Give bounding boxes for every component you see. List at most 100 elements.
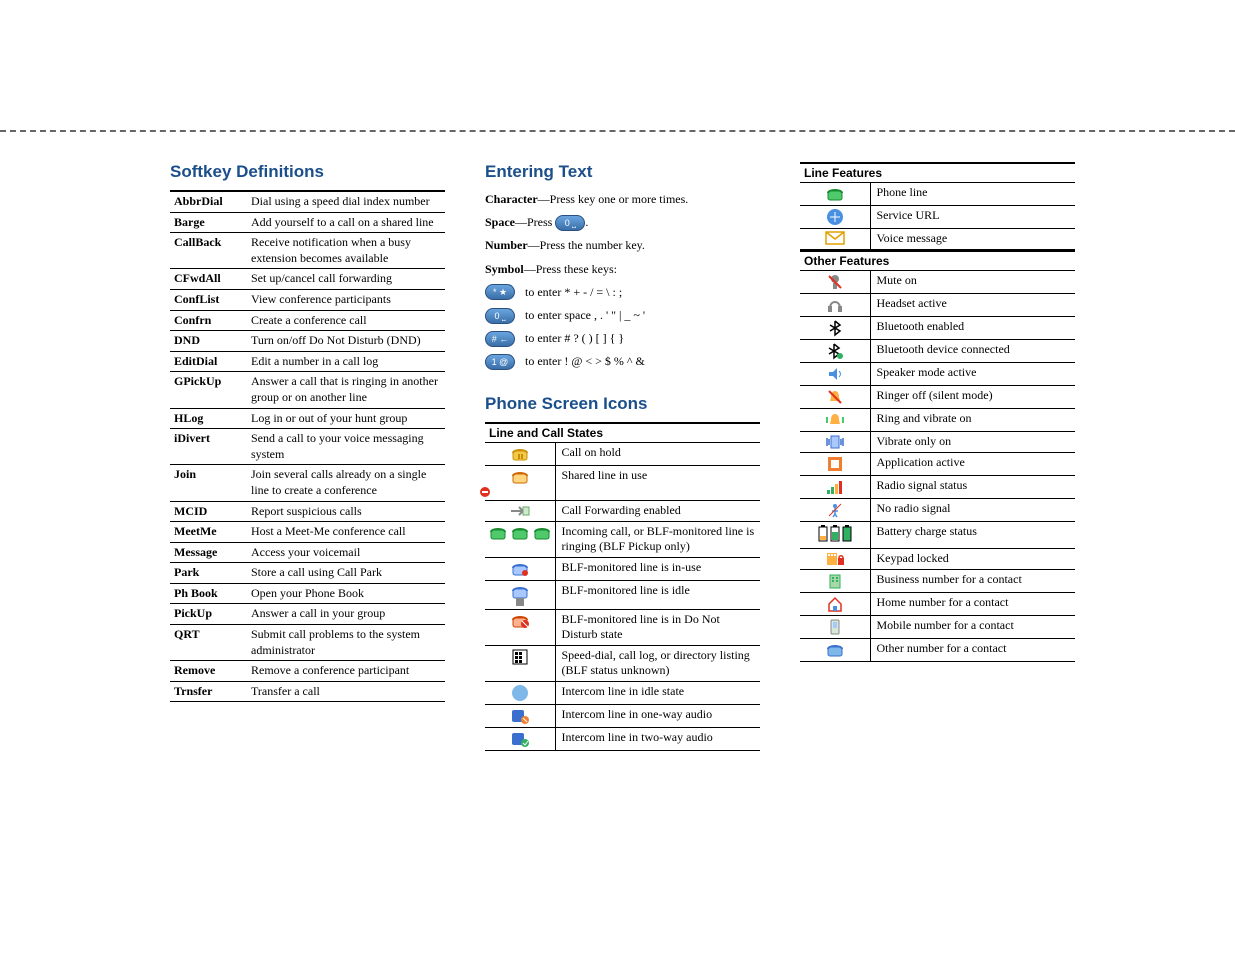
softkey-key: GPickUp: [170, 372, 247, 408]
softkey-key: PickUp: [170, 604, 247, 625]
icon-row: No radio signal: [800, 498, 1075, 521]
heading-entering: Entering Text: [485, 162, 760, 182]
icon-row: Speaker mode active: [800, 362, 1075, 385]
voicemail-icon: [800, 229, 870, 250]
ring-vibrate-icon: [800, 408, 870, 431]
key-button-icon: * ★: [485, 284, 515, 300]
intercom-1way-icon: [485, 705, 555, 728]
app-active-icon: [800, 452, 870, 475]
key-button-icon: 1 @: [485, 354, 515, 370]
directory-icon: [485, 645, 555, 681]
speaker-icon: [800, 362, 870, 385]
icon-desc: Incoming call, or BLF-monitored line is …: [555, 521, 760, 557]
softkey-key: Message: [170, 542, 247, 563]
icon-desc: Shared line in use: [555, 465, 760, 500]
content-columns: Softkey Definitions AbbrDialDial using a…: [0, 162, 1235, 769]
softkey-row: ParkStore a call using Call Park: [170, 563, 445, 584]
icon-row: Application active: [800, 452, 1075, 475]
softkey-desc: Turn on/off Do Not Disturb (DND): [247, 331, 445, 352]
subheading-line-features: Line Features: [800, 162, 1075, 183]
softkey-key: AbbrDial: [170, 191, 247, 212]
incoming3-icon: [485, 521, 555, 557]
icon-row: Headset active: [800, 293, 1075, 316]
icon-row: Other number for a contact: [800, 639, 1075, 662]
no-signal-icon: [800, 498, 870, 521]
softkey-desc: Answer a call that is ringing in another…: [247, 372, 445, 408]
softkey-desc: Open your Phone Book: [247, 583, 445, 604]
icon-desc: Intercom line in idle state: [555, 682, 760, 705]
softkey-key: MeetMe: [170, 522, 247, 543]
symbol-text: to enter * + - / = \ : ;: [525, 283, 622, 302]
number-label: Number: [485, 238, 528, 252]
other-features-table: Mute onHeadset activeBluetooth enabledBl…: [800, 271, 1075, 663]
blf-inuse-icon: [485, 557, 555, 580]
icon-row: Bluetooth device connected: [800, 339, 1075, 362]
intercom-2way-icon: [485, 728, 555, 751]
subheading-other-features: Other Features: [800, 250, 1075, 271]
softkey-desc: Set up/cancel call forwarding: [247, 269, 445, 290]
column-right: Line Features Phone lineService URLVoice…: [800, 162, 1075, 769]
icon-row: Ring and vibrate on: [800, 408, 1075, 431]
softkey-key: Trnsfer: [170, 681, 247, 702]
phone-line-icon: [800, 183, 870, 206]
symbol-row: 1 @to enter ! @ < > $ % ^ &: [485, 352, 760, 371]
softkey-desc: Answer a call in your group: [247, 604, 445, 625]
keypad-lock-icon: [800, 549, 870, 570]
softkey-row: PickUpAnswer a call in your group: [170, 604, 445, 625]
icon-desc: Mute on: [870, 271, 1075, 294]
icon-desc: Intercom line in two-way audio: [555, 728, 760, 751]
softkey-desc: Receive notification when a busy extensi…: [247, 233, 445, 269]
blf-idle-icon: [485, 580, 555, 609]
icon-row: Radio signal status: [800, 475, 1075, 498]
icon-desc: Business number for a contact: [870, 570, 1075, 593]
softkey-key: ConfList: [170, 289, 247, 310]
subheading-line-states: Line and Call States: [485, 422, 760, 443]
other-num-icon: [800, 639, 870, 662]
icon-row: Intercom line in one-way audio: [485, 705, 760, 728]
icon-desc: Home number for a contact: [870, 593, 1075, 616]
cfwd-icon: [485, 500, 555, 521]
icon-row: Intercom line in two-way audio: [485, 728, 760, 751]
symbol-row: * ★ to enter * + - / = \ : ;: [485, 283, 760, 302]
icon-desc: Bluetooth device connected: [870, 339, 1075, 362]
softkey-row: iDivertSend a call to your voice messagi…: [170, 429, 445, 465]
icon-desc: No radio signal: [870, 498, 1075, 521]
softkey-key: QRT: [170, 625, 247, 661]
symbol-label: Symbol: [485, 262, 524, 276]
hold-icon: [485, 443, 555, 466]
softkey-desc: Join several calls already on a single l…: [247, 465, 445, 501]
softkey-row: CallBackReceive notification when a busy…: [170, 233, 445, 269]
softkey-row: GPickUpAnswer a call that is ringing in …: [170, 372, 445, 408]
softkey-desc: Host a Meet-Me conference call: [247, 522, 445, 543]
bt-connected-icon: [800, 339, 870, 362]
icon-desc: Other number for a contact: [870, 639, 1075, 662]
icon-row: Battery charge status: [800, 521, 1075, 549]
softkey-key: Join: [170, 465, 247, 501]
softkey-row: MessageAccess your voicemail: [170, 542, 445, 563]
softkey-row: CFwdAllSet up/cancel call forwarding: [170, 269, 445, 290]
softkey-table: AbbrDialDial using a speed dial index nu…: [170, 190, 445, 702]
icon-desc: Mobile number for a contact: [870, 616, 1075, 639]
key-button-icon: 0 ⎵: [485, 308, 515, 324]
icon-desc: Call on hold: [555, 443, 760, 466]
softkey-row: TrnsferTransfer a call: [170, 681, 445, 702]
bluetooth-icon: [800, 316, 870, 339]
signal-icon: [800, 475, 870, 498]
icon-desc: Service URL: [870, 206, 1075, 229]
softkey-desc: Add yourself to a call on a shared line: [247, 212, 445, 233]
number-desc: —Press the number key.: [528, 238, 645, 252]
softkey-key: EditDial: [170, 351, 247, 372]
icon-row: Keypad locked: [800, 549, 1075, 570]
icon-row: Phone line: [800, 183, 1075, 206]
intercom-idle-icon: [485, 682, 555, 705]
icon-row: Speed-dial, call log, or directory listi…: [485, 645, 760, 681]
icon-row: Business number for a contact: [800, 570, 1075, 593]
softkey-desc: Create a conference call: [247, 310, 445, 331]
icon-row: Call on hold: [485, 443, 760, 466]
vibrate-icon: [800, 431, 870, 452]
icon-desc: Battery charge status: [870, 521, 1075, 549]
softkey-desc: Send a call to your voice messaging syst…: [247, 429, 445, 465]
softkey-row: DNDTurn on/off Do Not Disturb (DND): [170, 331, 445, 352]
icon-row: Vibrate only on: [800, 431, 1075, 452]
softkey-desc: Log in or out of your hunt group: [247, 408, 445, 429]
